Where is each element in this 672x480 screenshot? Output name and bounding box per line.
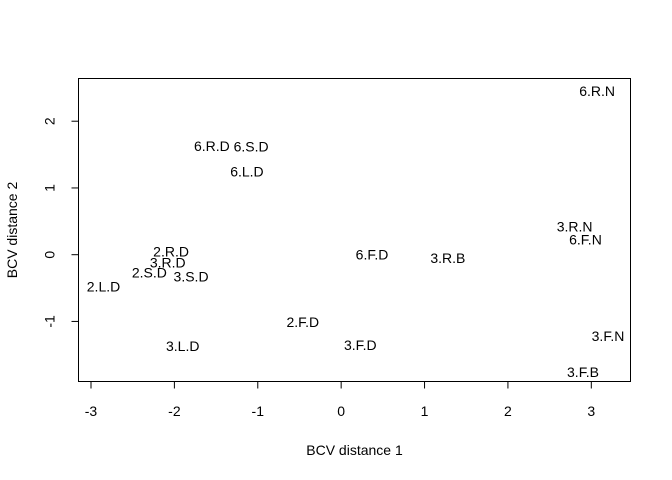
- y-tick-label: 0: [42, 251, 58, 259]
- point-label: 3.R.N: [557, 219, 593, 235]
- y-tick-label: 1: [42, 184, 58, 192]
- y-axis-title: BCV distance 2: [4, 182, 20, 279]
- point-label: 2.R.D: [153, 243, 189, 259]
- x-tick-label: -3: [85, 403, 98, 419]
- x-axis: -3 -2 -1 0 1 2 3: [85, 381, 595, 419]
- point-label: 2.F.D: [286, 314, 319, 330]
- point-label: 6.L.D: [230, 163, 263, 179]
- point-label: 3.F.D: [344, 337, 377, 353]
- point-label: 6.R.D: [194, 138, 230, 154]
- point-label: 3.R.B: [430, 250, 465, 266]
- y-tick-label: 2: [42, 117, 58, 125]
- x-axis-title: BCV distance 1: [306, 442, 403, 458]
- point-label: 6.R.N: [579, 83, 615, 99]
- point-label: 6.F.D: [356, 247, 389, 263]
- x-tick-label: 1: [421, 403, 429, 419]
- point-label: 3.L.D: [166, 338, 199, 354]
- x-tick-label: -2: [168, 403, 181, 419]
- x-tick-label: 2: [504, 403, 512, 419]
- point-label: 6.S.D: [234, 139, 269, 155]
- point-label: 2.L.D: [87, 279, 120, 295]
- y-axis: -1 0 1 2: [42, 117, 79, 328]
- point-label: 3.F.B: [567, 364, 599, 380]
- point-label: 2.S.D: [132, 265, 167, 281]
- x-tick-label: 3: [587, 403, 595, 419]
- x-tick-label: -1: [252, 403, 265, 419]
- point-label: 3.S.D: [174, 269, 209, 285]
- x-tick-label: 0: [337, 403, 345, 419]
- point-label: 6.F.N: [569, 231, 602, 247]
- point-label: 3.R.D: [150, 255, 186, 271]
- y-tick-label: -1: [42, 315, 58, 328]
- point-labels: 6.R.N 6.R.D 6.S.D 6.L.D 3.R.N6.F.N 2.R.D 6.F.D…: [87, 83, 625, 380]
- point-label: 3.F.N: [592, 328, 625, 344]
